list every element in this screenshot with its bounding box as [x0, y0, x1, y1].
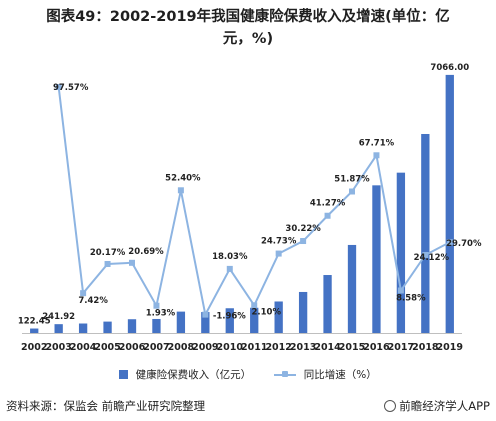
growth-label-2016: 67.71% — [359, 138, 395, 148]
bar-2003 — [54, 324, 63, 333]
legend-item-bar: 健康险保费收入（亿元） — [119, 367, 251, 382]
growth-point-2016 — [373, 152, 380, 159]
growth-point-2012 — [275, 250, 282, 257]
bar-2015 — [347, 244, 357, 333]
bar-2008 — [176, 311, 186, 333]
growth-label-2008: 52.40% — [165, 173, 201, 183]
bar-2013 — [298, 291, 308, 333]
growth-point-2005 — [104, 261, 111, 268]
x-tick-2006: 2006 — [119, 342, 146, 353]
growth-label-2005: 20.17% — [90, 248, 126, 258]
growth-label-2009: -1.96% — [213, 312, 246, 322]
x-tick-2019: 2019 — [437, 342, 463, 353]
growth-label-2006: 20.69% — [128, 247, 164, 257]
growth-point-2018 — [422, 251, 429, 258]
growth-point-2013 — [300, 238, 307, 245]
growth-point-2007 — [153, 302, 160, 309]
x-tick-2011: 2011 — [241, 342, 267, 353]
bar-2002 — [30, 328, 39, 333]
legend-item-line: 同比增速（%） — [274, 367, 377, 382]
x-tick-2014: 2014 — [314, 342, 341, 353]
x-tick-2005: 2005 — [94, 342, 120, 353]
x-tick-2012: 2012 — [265, 342, 291, 353]
growth-label-2019: 29.70% — [446, 239, 482, 249]
growth-point-2011 — [251, 302, 258, 309]
growth-label-2018: 24.12% — [414, 253, 450, 263]
x-tick-2002: 2002 — [21, 342, 47, 353]
growth-label-2003: 97.57% — [53, 83, 89, 93]
growth-label-2010: 18.03% — [212, 252, 248, 262]
growth-label-2007: 1.93% — [146, 309, 176, 319]
bar-2019 — [445, 74, 454, 334]
growth-label-2017: 8.58% — [396, 294, 426, 304]
bar-2004 — [78, 323, 88, 333]
growth-point-2008 — [177, 187, 184, 194]
chart-title-line-1: 图表49：2002-2019年我国健康险保费收入及增速(单位：亿 — [46, 9, 450, 25]
bar-2017 — [396, 172, 406, 333]
growth-point-2017 — [397, 287, 404, 294]
growth-point-2014 — [324, 212, 331, 219]
brand-credit: 前瞻经济学人APP — [384, 398, 490, 414]
x-tick-2008: 2008 — [168, 342, 195, 353]
bar-2009 — [201, 312, 210, 333]
growth-point-2006 — [129, 259, 135, 266]
legend-line-swatch — [274, 370, 297, 379]
bar-2010 — [225, 308, 234, 333]
growth-point-2009 — [202, 311, 209, 318]
growth-point-2003 — [55, 83, 62, 90]
chart-title-line-2: 元，%) — [222, 31, 274, 47]
growth-label-2013: 30.22% — [285, 224, 321, 234]
growth-line — [57, 86, 451, 318]
growth-point-2004 — [80, 290, 87, 297]
x-tick-2016: 2016 — [363, 342, 390, 353]
growth-label-2004: 7.42% — [78, 296, 108, 306]
growth-point-2019 — [446, 239, 453, 246]
bar-label-2002: 122.45 — [18, 317, 51, 327]
x-tick-2009: 2009 — [192, 342, 218, 353]
legend-line-label: 同比增速（%） — [303, 369, 377, 381]
legend-bar-swatch — [119, 370, 129, 379]
growth-label-2014: 41.27% — [310, 199, 346, 209]
bar-label-2003: 241.92 — [42, 312, 75, 322]
growth-point-2010 — [226, 265, 233, 272]
bar-2011 — [250, 307, 259, 333]
legend-bar-label: 健康险保费收入（亿元） — [135, 369, 252, 381]
x-tick-2004: 2004 — [70, 342, 97, 353]
bar-2012 — [274, 301, 283, 333]
x-tick-2007: 2007 — [143, 342, 169, 353]
bar-label-2019: 7066.00 — [430, 63, 469, 73]
chart-title: 图表49：2002-2019年我国健康险保费收入及增速(单位：亿 元，%) — [0, 6, 496, 50]
x-tick-2018: 2018 — [412, 342, 439, 353]
x-tick-2003: 2003 — [45, 342, 71, 353]
chart-legend: 健康险保费收入（亿元） 同比增速（%） — [0, 367, 496, 382]
growth-label-2011: 2.10% — [251, 307, 281, 317]
brand-name: 前瞻经济学人APP — [399, 399, 490, 413]
bar-2014 — [323, 275, 332, 333]
x-tick-2013: 2013 — [290, 342, 316, 353]
growth-label-2015: 51.87% — [334, 175, 370, 185]
bar-2018 — [421, 133, 430, 333]
bar-2016 — [372, 185, 381, 333]
source-note: 资料来源：保监会 前瞻产业研究院整理 — [6, 399, 206, 413]
x-tick-2010: 2010 — [217, 342, 244, 353]
bar-2006 — [127, 319, 137, 333]
bar-2007 — [152, 318, 161, 333]
brand-logo-icon — [384, 400, 397, 412]
bar-2005 — [103, 321, 112, 333]
x-tick-2015: 2015 — [339, 342, 365, 353]
growth-point-2015 — [349, 188, 355, 195]
x-tick-2017: 2017 — [388, 342, 414, 353]
growth-label-2012: 24.73% — [261, 237, 297, 247]
